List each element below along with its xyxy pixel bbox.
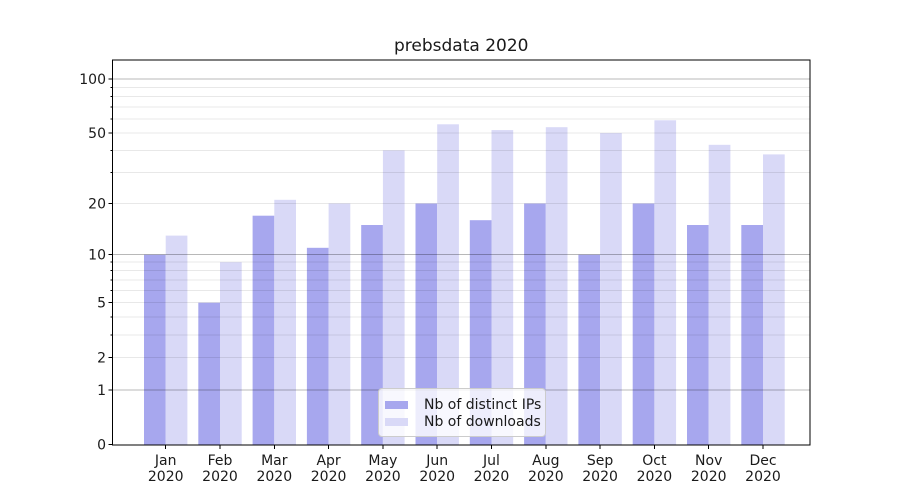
bar-ips-8 <box>578 254 601 445</box>
x-tick-label-10: Nov 2020 <box>691 453 727 485</box>
bar-ips-9 <box>632 203 655 445</box>
bar-ips-1 <box>198 302 220 445</box>
bar-downloads-9 <box>654 120 677 446</box>
y-tick-label-1: 1 <box>97 383 106 399</box>
x-axis-labels: Jan 2020 Feb 2020 Mar 2020 Apr 2020 May 2020 Jun 20… <box>148 453 781 485</box>
x-tick-label-8: Sep 2020 <box>582 453 618 485</box>
bar-ips-2 <box>252 215 275 445</box>
x-tick-label-11: Dec 2020 <box>745 453 781 485</box>
x-tick-label-6: Jul 2020 <box>474 453 510 485</box>
bar-downloads-2 <box>274 199 296 445</box>
x-tick-label-1: Feb 2020 <box>202 453 238 485</box>
x-tick-label-3: Apr 2020 <box>311 453 347 485</box>
bar-downloads-7 <box>545 127 568 445</box>
legend-swatch-distinct-ips <box>385 400 408 409</box>
bar-downloads-11 <box>763 154 785 445</box>
y-tick-label-0: 0 <box>97 438 106 454</box>
legend-label-downloads: Nb of downloads <box>424 413 541 430</box>
plot-border <box>112 59 811 446</box>
bar-downloads-3 <box>328 203 351 445</box>
x-tick-label-4: May 2020 <box>365 453 401 485</box>
y-tick-label-5: 5 <box>97 296 106 312</box>
y-tick-label-100: 100 <box>79 72 106 88</box>
y-axis-labels: 0 1 2 5 10 20 50 100 <box>79 72 106 454</box>
bar-ips-11 <box>741 225 763 445</box>
y-axis-ticks <box>108 78 113 446</box>
bar-ips-0 <box>144 254 166 445</box>
bar-ips-7 <box>524 203 546 445</box>
legend: Nb of distinct IPs Nb of downloads <box>378 388 546 437</box>
y-tick-label-50: 50 <box>88 126 106 142</box>
bar-downloads-4 <box>382 150 405 445</box>
bar-downloads-5 <box>437 124 459 446</box>
x-tick-label-7: Aug 2020 <box>528 453 564 485</box>
bar-downloads-0 <box>165 235 188 445</box>
bar-downloads-8 <box>600 133 622 445</box>
bar-ips-10 <box>687 225 709 445</box>
x-tick-label-2: Mar 2020 <box>256 453 292 485</box>
x-tick-label-0: Jan 2020 <box>148 453 184 485</box>
y-tick-label-20: 20 <box>88 197 106 213</box>
x-tick-label-9: Oct 2020 <box>637 453 673 485</box>
bar-downloads-10 <box>708 144 731 446</box>
bar-ips-5 <box>415 203 438 445</box>
chart-title: prebsdata 2020 <box>394 36 528 56</box>
legend-label-distinct-ips: Nb of distinct IPs <box>424 396 542 413</box>
bar-downloads-1 <box>220 262 242 445</box>
x-axis-ticks <box>165 445 764 449</box>
legend-swatch-downloads <box>385 417 408 426</box>
bar-ips-4 <box>361 225 383 445</box>
y-tick-label-2: 2 <box>97 351 106 367</box>
bar-ips-3 <box>306 247 329 445</box>
y-tick-label-10: 10 <box>88 248 106 264</box>
x-tick-label-5: Jun 2020 <box>419 453 455 485</box>
legend-item-downloads: Nb of downloads <box>385 413 541 430</box>
gridlines <box>112 78 810 391</box>
bar-downloads-6 <box>491 130 514 445</box>
legend-item-distinct-ips: Nb of distinct IPs <box>385 396 541 413</box>
